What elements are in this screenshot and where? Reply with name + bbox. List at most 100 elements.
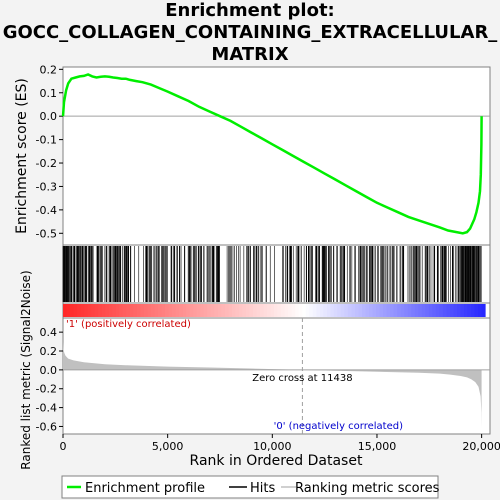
band-segment [453, 304, 457, 317]
band-segment [221, 304, 225, 317]
legend-metric-label: Ranking metric scores [295, 481, 440, 496]
band-segment [274, 304, 278, 317]
band-segment [299, 304, 303, 317]
band-segment [88, 304, 92, 317]
es-y-label: Enrichment score (ES) [14, 78, 30, 234]
band-segment [313, 304, 317, 317]
band-segment [415, 304, 419, 317]
band-segment [359, 304, 363, 317]
band-segment [390, 304, 394, 317]
band-segment [63, 304, 67, 317]
band-segment [408, 304, 412, 317]
band-segment [383, 304, 387, 317]
x-tick-label: 0 [60, 440, 67, 453]
band-segment [288, 304, 292, 317]
band-segment [154, 304, 158, 317]
band-segment [334, 304, 338, 317]
band-segment [327, 304, 331, 317]
legend-hits-label: Hits [250, 481, 275, 496]
band-segment [418, 304, 422, 317]
band-segment [91, 304, 95, 317]
es-y-tick-label: -0.5 [36, 227, 57, 240]
band-segment [186, 304, 190, 317]
x-tick-label: 20,000 [462, 440, 500, 453]
metric-y-tick-label: -0.6 [36, 420, 57, 433]
band-segment [137, 304, 141, 317]
band-segment [323, 304, 327, 317]
band-segment [292, 304, 296, 317]
band-segment [183, 304, 187, 317]
band-segment [179, 304, 183, 317]
band-segment [425, 304, 429, 317]
band-segment [256, 304, 260, 317]
es-y-tick-label: 0.1 [40, 87, 58, 100]
band-segment [98, 304, 102, 317]
band-segment [105, 304, 109, 317]
band-segment [446, 304, 450, 317]
band-segment [366, 304, 370, 317]
metric-y-tick-label: -0.2 [36, 383, 57, 396]
band-segment [271, 304, 275, 317]
band-segment [330, 304, 334, 317]
band-segment [281, 304, 285, 317]
band-segment [235, 304, 239, 317]
band-segment [151, 304, 155, 317]
band-segment [176, 304, 180, 317]
band-segment [464, 304, 468, 317]
band-segment [471, 304, 475, 317]
band-segment [278, 304, 282, 317]
es-y-tick-label: -0.4 [36, 204, 57, 217]
band-segment [102, 304, 106, 317]
es-y-tick-label: -0.2 [36, 157, 57, 170]
band-segment [380, 304, 384, 317]
band-segment [411, 304, 415, 317]
positive-correlation-label: '1' (positively correlated) [66, 319, 191, 330]
band-segment [162, 304, 166, 317]
band-segment [165, 304, 169, 317]
band-segment [123, 304, 127, 317]
band-segment [67, 304, 71, 317]
band-segment [211, 304, 215, 317]
band-segment [316, 304, 320, 317]
band-segment [348, 304, 352, 317]
metric-y-tick-label: 0.4 [40, 326, 58, 339]
metric-y-tick-label: 0.2 [40, 345, 58, 358]
band-segment [341, 304, 345, 317]
zero-cross-label: Zero cross at 11438 [252, 373, 352, 384]
band-segment [351, 304, 355, 317]
band-segment [450, 304, 454, 317]
band-segment [197, 304, 201, 317]
band-segment [140, 304, 144, 317]
x-tick-label: 5,000 [152, 440, 184, 453]
band-segment [84, 304, 88, 317]
band-segment [397, 304, 401, 317]
metric-y-label: Ranked list metric (Signal2Noise) [19, 270, 33, 469]
band-segment [109, 304, 113, 317]
band-segment [394, 304, 398, 317]
band-segment [475, 304, 479, 317]
band-segment [77, 304, 81, 317]
band-segment [422, 304, 426, 317]
band-segment [432, 304, 436, 317]
band-segment [468, 304, 472, 317]
band-segment [228, 304, 232, 317]
es-y-tick-label: 0.0 [40, 110, 58, 123]
band-segment [478, 304, 482, 317]
band-segment [264, 304, 268, 317]
band-segment [369, 304, 373, 317]
band-segment [225, 304, 229, 317]
band-segment [355, 304, 359, 317]
band-segment [376, 304, 380, 317]
band-segment [285, 304, 289, 317]
band-segment [232, 304, 236, 317]
x-tick-label: 15,000 [358, 440, 397, 453]
x-axis-label: Rank in Ordered Dataset [190, 453, 363, 469]
band-segment [309, 304, 313, 317]
band-segment [112, 304, 116, 317]
band-segment [133, 304, 137, 317]
es-plot-area [63, 67, 490, 245]
x-tick-label: 10,000 [253, 440, 292, 453]
band-segment [70, 304, 74, 317]
legend-enrichment-label: Enrichment profile [85, 481, 205, 496]
band-segment [116, 304, 120, 317]
